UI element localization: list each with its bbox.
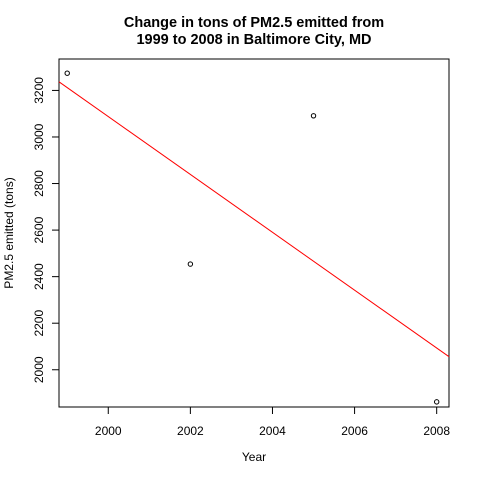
y-axis: 2000 2200 2400 2600 2800 3000 3200 [32, 77, 60, 383]
x-axis: 2000 2002 2004 2006 2008 [95, 406, 450, 438]
plot-frame [58, 58, 450, 408]
y-tick-label: 2400 [32, 263, 46, 290]
chart-title-line1: Change in tons of PM2.5 emitted from [124, 15, 384, 31]
chart-title-line2: 1999 to 2008 in Baltimore City, MD [136, 32, 371, 48]
x-tick-label: 2004 [259, 424, 286, 438]
data-points [64, 70, 440, 405]
trend-line-group [58, 81, 450, 358]
y-axis-label: PM2.5 emitted (tons) [2, 177, 16, 288]
y-tick-label: 2000 [32, 356, 46, 383]
trend-line [58, 81, 450, 358]
data-point [310, 113, 317, 119]
x-axis-label: Year [242, 450, 266, 464]
y-tick-label: 3200 [32, 77, 46, 104]
y-tick-label: 2800 [32, 170, 46, 197]
x-tick-label: 2008 [423, 424, 450, 438]
data-point [64, 70, 70, 76]
data-point [433, 399, 440, 405]
y-tick-label: 2600 [32, 216, 46, 243]
x-tick-label: 2006 [341, 424, 368, 438]
y-tick-label: 3000 [32, 123, 46, 150]
y-tick-label: 2200 [32, 310, 46, 337]
x-tick-label: 2000 [95, 424, 122, 438]
data-point [187, 261, 194, 267]
x-tick-label: 2002 [177, 424, 204, 438]
